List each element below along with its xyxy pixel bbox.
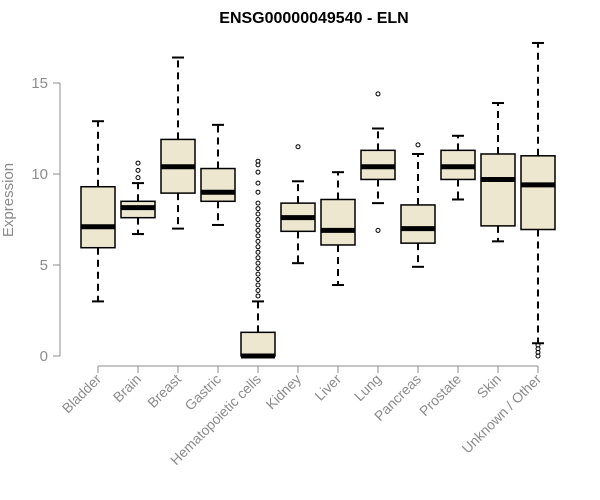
y-axis: 0 5 10 15 (31, 75, 61, 365)
outlier-point (535, 342, 541, 348)
outlier-point (255, 271, 261, 277)
box-6 (320, 171, 356, 287)
outlier-point (375, 227, 381, 233)
box-11 (520, 41, 556, 359)
outlier-point (255, 238, 261, 244)
outlier-point (135, 167, 141, 173)
box-5 (280, 144, 316, 265)
x-tick-label: Lung (351, 371, 384, 404)
outlier-point (255, 158, 261, 164)
box-rect (80, 185, 116, 249)
y-tick-label: 0 (40, 348, 48, 365)
y-tick-label: 5 (40, 257, 48, 274)
outlier-point (415, 142, 421, 148)
box-0 (80, 120, 116, 303)
box-3 (200, 123, 236, 226)
box-rect (520, 155, 556, 231)
box-rect (320, 198, 356, 246)
x-tick-label: Brain (110, 371, 144, 405)
outlier-point (255, 293, 261, 299)
outlier-point (255, 227, 261, 233)
box-rect (400, 204, 436, 244)
x-tick-label: Liver (311, 371, 344, 404)
box-rect (480, 153, 516, 227)
outlier-point (255, 277, 261, 283)
box-2 (160, 56, 196, 230)
outlier-point (255, 217, 261, 222)
outlier-point (255, 211, 261, 217)
x-tick-label: Kidney (263, 371, 305, 413)
outlier-point (255, 249, 261, 255)
outlier-point (255, 233, 261, 239)
outlier-point (255, 222, 261, 228)
x-tick-label: Breast (144, 371, 184, 411)
y-tick-label: 15 (31, 75, 48, 92)
x-tick-label: Bladder (59, 371, 105, 417)
box-9 (440, 134, 476, 201)
outlier-point (255, 169, 261, 175)
outlier-point (255, 189, 261, 195)
chart-title: ENSG00000049540 - ELN (219, 10, 408, 27)
outlier-point (375, 91, 381, 97)
outlier-point (135, 175, 141, 181)
outlier-point (255, 200, 261, 206)
boxes-group (80, 41, 556, 359)
outlier-point (255, 282, 261, 288)
outlier-point (255, 287, 261, 293)
y-tick-label: 10 (31, 166, 48, 183)
outlier-point (255, 260, 261, 266)
outlier-point (255, 266, 261, 272)
x-tick-label: Prostate (416, 371, 464, 419)
box-rect (240, 331, 276, 357)
outlier-point (135, 160, 141, 166)
x-tick-label: Skin (474, 371, 505, 402)
outlier-point (295, 144, 301, 150)
outlier-point (255, 206, 261, 212)
outlier-point (255, 180, 261, 186)
box-4 (240, 158, 276, 359)
box-10 (480, 102, 516, 243)
box-7 (360, 91, 396, 233)
box-rect (200, 167, 236, 203)
outlier-point (255, 244, 261, 250)
box-1 (120, 160, 156, 236)
box-8 (400, 142, 436, 268)
y-axis-label: Expression (0, 163, 17, 237)
outlier-point (255, 255, 261, 261)
